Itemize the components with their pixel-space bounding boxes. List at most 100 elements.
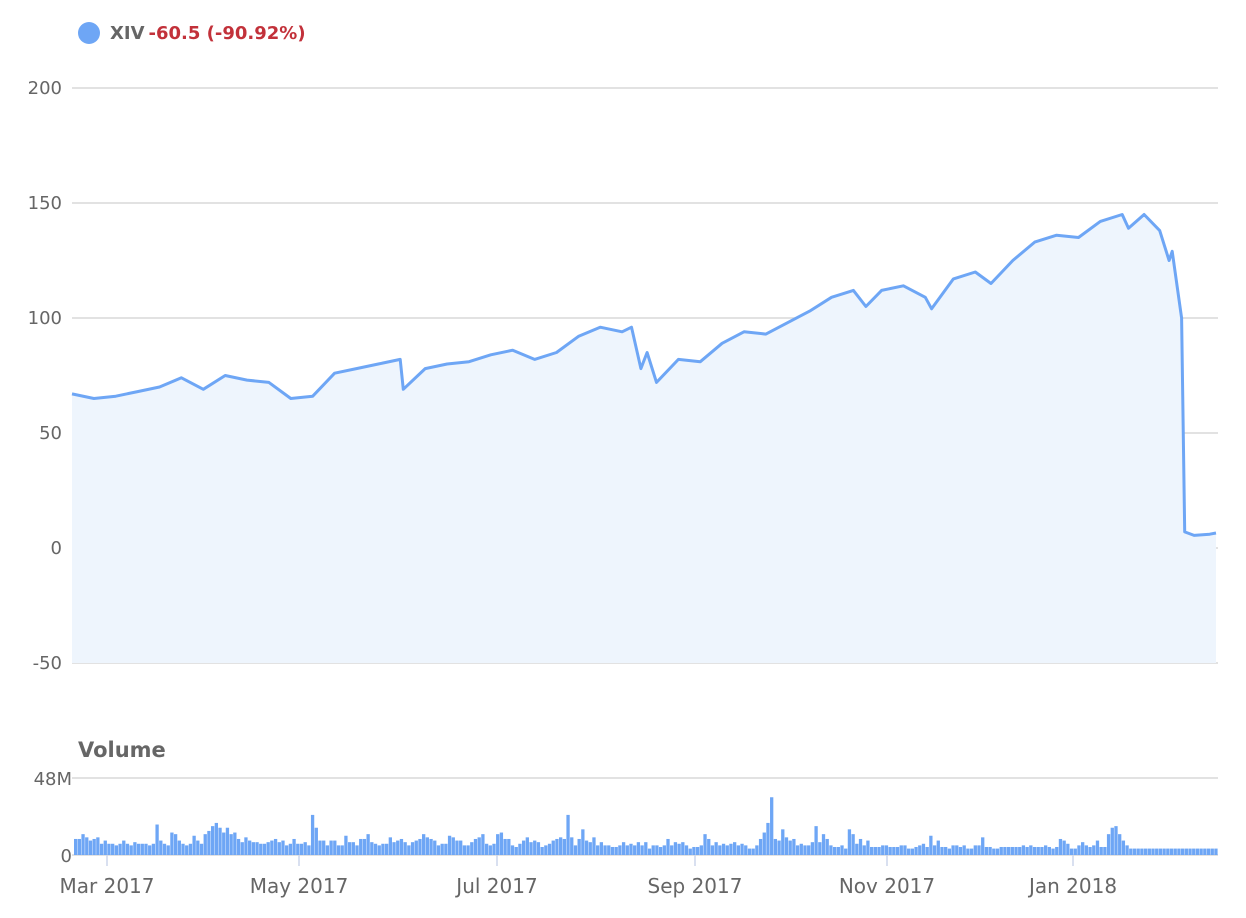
volume-bar [640,845,644,856]
volume-bar [581,829,585,855]
volume-bar [377,845,381,856]
volume-bar [1110,827,1114,855]
volume-bar [670,845,674,856]
volume-bar [203,834,207,855]
volume-bar [1125,845,1129,856]
volume-bar [159,840,163,855]
volume-bar [1173,848,1177,855]
volume-bar [296,843,300,855]
volume-bar [981,837,985,855]
volume-bar [958,846,963,855]
volume-bar [651,845,655,856]
volume-bar [1092,845,1096,856]
volume-bar [1147,848,1151,855]
volume-bar [148,845,152,856]
volume-bar [185,845,189,856]
volume-bar [285,845,289,856]
volume-bar [962,845,966,856]
volume-bar [932,845,937,856]
volume-bar [388,837,392,855]
volume-bar [466,845,470,856]
volume-bar [492,843,496,855]
volume-bar [447,835,452,855]
volume-bar [1118,834,1122,855]
volume-bar [918,845,922,856]
volume-bar [488,845,492,856]
volume-bar [481,834,485,855]
volume-bar [969,848,974,855]
volume-bar [125,843,130,855]
volume-bar [1203,848,1207,855]
volume-bar [792,838,796,855]
y-tick-label: 50 [39,423,62,444]
volume-bar [336,845,341,856]
volume-bar [155,824,159,855]
volume-bar [1103,846,1107,855]
volume-bar [503,838,507,855]
volume-bar [544,845,548,856]
volume-bar [869,846,874,855]
volume-bar [1132,848,1137,855]
volume-bar [662,845,666,856]
volume-bar [1029,845,1033,856]
volume-bar [373,843,378,855]
volume-bar [647,848,652,855]
volume-bar [825,838,829,855]
volume-bar [514,846,518,855]
volume-bar [1088,846,1092,855]
volume-bar [144,843,148,855]
volume-bar [973,845,977,856]
price-line[interactable] [71,213,1217,537]
volume-bar [844,848,848,855]
volume-bar [88,840,93,855]
volume-bar [392,842,396,855]
volume-bar [1081,842,1085,855]
legend-change: -60.5 (-90.92%) [148,22,306,44]
volume-bar [847,829,852,855]
volume-bar [562,838,566,855]
volume-bar [381,843,385,855]
volume-bar [1095,840,1100,855]
volume-bar [944,846,948,855]
volume-bar [829,845,833,856]
volume-bar [658,846,663,855]
volume-bar [699,845,703,856]
volume-bar [692,846,696,855]
volume-bar [77,838,81,855]
volume-bar [925,846,929,855]
volume-bar [355,845,359,856]
volume-bar [484,843,489,855]
y-tick-label: 0 [51,538,62,559]
volume-bar [1206,848,1211,855]
y-tick-label: 150 [28,193,62,214]
volume-bar [407,845,411,856]
volume-bars [74,797,1218,856]
legend[interactable]: XIV -60.5 (-90.92%) [78,20,306,46]
volume-bar [881,845,885,856]
volume-bar [747,848,752,855]
volume-bar [310,814,315,855]
volume-bar [114,845,119,856]
volume-bar [207,830,211,855]
volume-bar [773,838,778,855]
volume-bar [1077,845,1081,856]
volume-bar [347,842,352,855]
volume-bar [362,838,367,855]
volume-bar [1214,848,1218,855]
volume-bar [733,842,737,855]
volume-bar [592,837,596,855]
volume-bar [529,842,533,855]
volume-bar [1136,848,1140,855]
volume-bar [99,843,104,855]
volume-bar [862,845,866,856]
volume-bar [1032,846,1037,855]
volume-bar [621,842,626,855]
volume-bar [781,829,785,855]
volume-bar [1121,840,1126,855]
volume-bar [666,838,670,855]
volume-bar [677,843,681,855]
volume-bar [992,848,996,855]
volume-bar [173,834,178,855]
volume-bar [1099,846,1103,855]
